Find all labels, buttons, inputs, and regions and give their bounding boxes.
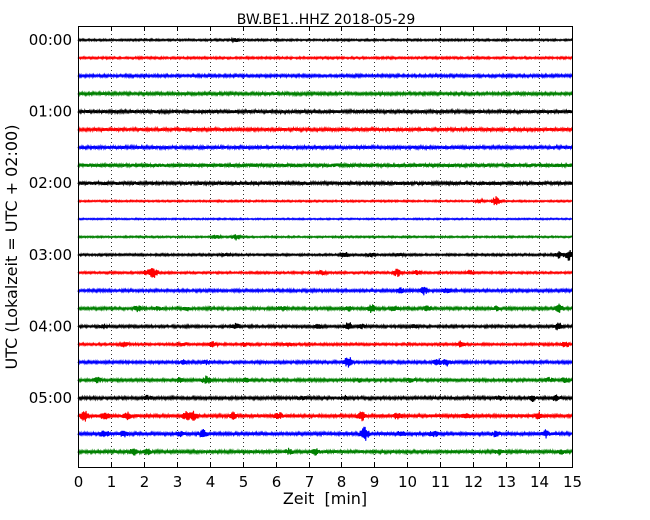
plot-frame: [78, 26, 573, 468]
x-axis: 0 1 2 3 4 5 6 7 8 9 10 11 12 13 14 15: [74, 26, 582, 491]
seismic-trace: [77, 55, 573, 61]
x-tick-label: 1: [107, 473, 117, 491]
grid-lines: [111, 26, 540, 467]
y-tick-label: 04:00: [29, 317, 72, 335]
seismic-trace: [77, 268, 573, 278]
y-tick-label: 05:00: [29, 389, 72, 407]
x-tick-label: 9: [370, 473, 380, 491]
x-tick-label: 8: [337, 473, 347, 491]
seismic-trace: [77, 125, 573, 134]
x-tick-label: 4: [206, 473, 216, 491]
seismic-trace: [77, 410, 573, 422]
x-tick-label: 0: [74, 473, 84, 491]
x-tick-label: 13: [497, 473, 516, 491]
x-tick-label: 3: [173, 473, 183, 491]
x-tick-label: 14: [530, 473, 549, 491]
y-tick-label: 00:00: [29, 31, 72, 49]
x-axis-label: Zeit [min]: [283, 489, 367, 508]
seismic-trace: [77, 426, 573, 441]
x-tick-label: 15: [563, 473, 582, 491]
seismic-trace: [77, 303, 573, 313]
seismic-trace: [77, 322, 573, 331]
seismic-trace: [77, 161, 573, 169]
seismic-trace: [77, 250, 573, 261]
x-tick-label: 7: [305, 473, 315, 491]
trace-group: [77, 36, 573, 456]
y-axis-label: UTC (Lokalzeit = UTC + 02:00): [2, 125, 21, 370]
seismic-trace: [77, 143, 573, 152]
seismic-trace: [77, 357, 573, 368]
x-tick-label: 5: [239, 473, 249, 491]
seismic-trace: [77, 36, 573, 44]
seismic-trace: [77, 375, 573, 384]
x-tick-label: 11: [431, 473, 450, 491]
y-tick-label: 02:00: [29, 174, 72, 192]
x-tick-label: 2: [140, 473, 150, 491]
seismic-trace: [77, 107, 573, 116]
seismic-trace: [77, 340, 573, 348]
y-tick-label: 01:00: [29, 103, 72, 121]
seismic-trace: [77, 447, 573, 456]
seismic-trace: [77, 90, 573, 98]
y-axis: 00:00 01:00 02:00 03:00 04:00 05:00: [29, 31, 83, 407]
x-tick-label: 6: [272, 473, 282, 491]
seismic-trace: [77, 394, 573, 402]
seismic-trace: [77, 196, 573, 206]
y-tick-label: 03:00: [29, 246, 72, 264]
x-tick-label: 10: [398, 473, 417, 491]
seismic-trace: [77, 72, 573, 80]
x-tick-label: 12: [464, 473, 483, 491]
seismic-trace: [77, 286, 573, 296]
chart-title: BW.BE1..HHZ 2018-05-29: [237, 12, 416, 28]
seismic-trace: [77, 216, 573, 222]
seismic-trace: [77, 233, 573, 241]
seismic-trace: [77, 179, 573, 188]
